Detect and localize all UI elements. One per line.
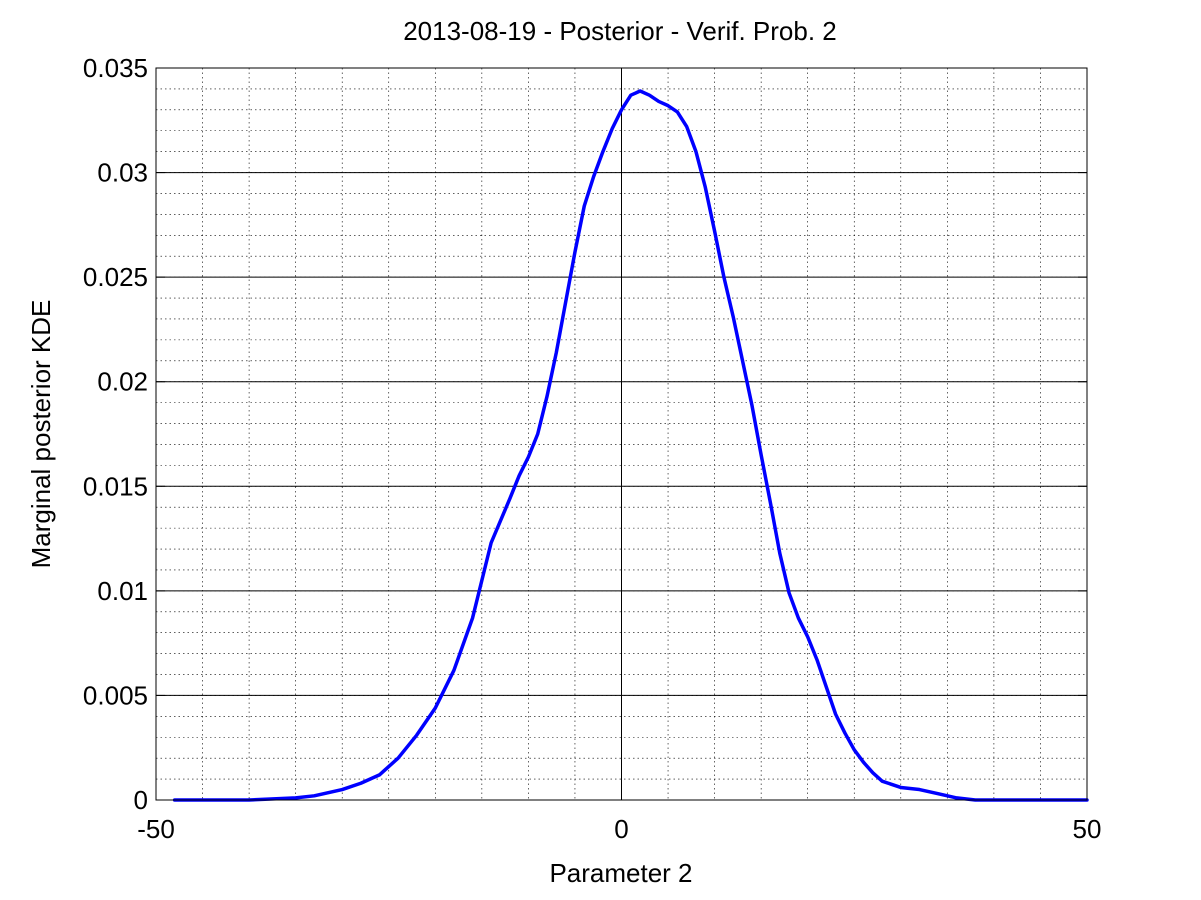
x-tick-labels: -50 0 50 (137, 814, 1101, 844)
y-tick-label: 0.025 (83, 262, 148, 292)
kde-curve (172, 89, 1089, 802)
y-tick-label: 0 (134, 785, 148, 815)
y-tick-label: 0.01 (97, 576, 148, 606)
series-layer (172, 89, 1089, 802)
x-axis-label: Parameter 2 (549, 858, 692, 888)
x-tick-label: 50 (1073, 814, 1102, 844)
chart-title: 2013-08-19 - Posterior - Verif. Prob. 2 (403, 16, 837, 46)
y-tick-label: 0.02 (97, 367, 148, 397)
x-tick-label: 0 (614, 814, 628, 844)
y-tick-label: 0.03 (97, 158, 148, 188)
y-tick-labels: 0 0.005 0.01 0.015 0.02 0.025 0.03 0.035 (83, 53, 148, 815)
y-tick-label: 0.015 (83, 471, 148, 501)
y-tick-label: 0.005 (83, 680, 148, 710)
y-axis-label: Marginal posterior KDE (26, 300, 56, 569)
axis-ticks (155, 67, 1088, 801)
x-tick-label: -50 (137, 814, 175, 844)
y-tick-label: 0.035 (83, 53, 148, 83)
